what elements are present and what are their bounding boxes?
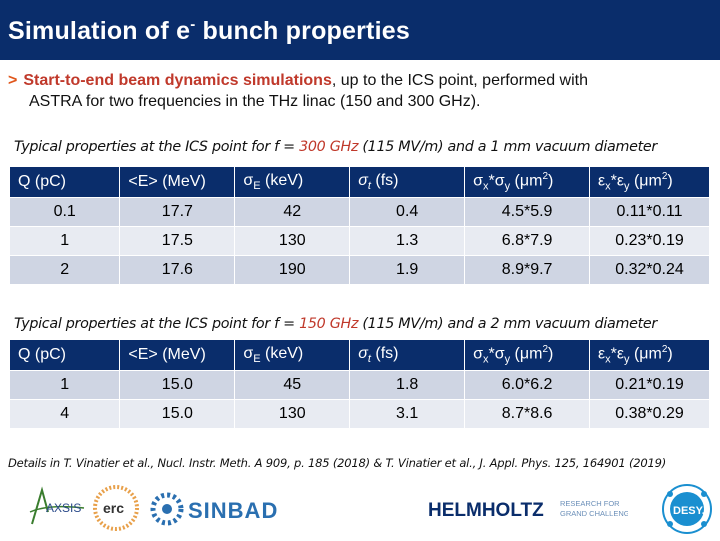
table-row: 1 17.5 130 1.3 6.8*7.9 0.23*0.19 <box>10 225 710 255</box>
intro-highlight: Start-to-end beam dynamics simulations <box>23 72 332 89</box>
table1-header-row: Q (pC) <E> (MeV) σE (keV) σt (fs) σx*σy … <box>10 167 710 197</box>
cell: 1 <box>10 369 121 399</box>
table2-caption: Typical properties at the ICS point for … <box>14 316 657 332</box>
table-row: 2 17.6 190 1.9 8.9*9.7 0.32*0.24 <box>10 254 710 284</box>
cell: 17.7 <box>119 196 236 226</box>
cell: 45 <box>234 369 351 399</box>
cell: 0.21*0.19 <box>589 369 710 399</box>
cell: 1.8 <box>349 369 466 399</box>
cell: 4.5*5.9 <box>464 196 591 226</box>
table-row: 0.1 17.7 42 0.4 4.5*5.9 0.11*0.11 <box>10 196 710 226</box>
sinbad-logo: SINBAD <box>150 492 300 526</box>
cell: 42 <box>234 196 351 226</box>
col-header: <E> (MeV) <box>119 167 236 197</box>
helmholtz-logo: HELMHOLTZ RESEARCH FOR GRAND CHALLENGES <box>428 496 640 526</box>
cell: 0.11*0.11 <box>589 196 710 226</box>
table1-caption: Typical properties at the ICS point for … <box>14 139 657 155</box>
intro-line2: ASTRA for two frequencies in the THz lin… <box>29 93 481 110</box>
col-header: σx*σy (μm2) <box>464 167 591 197</box>
cell: 130 <box>234 225 351 255</box>
svg-text:erc: erc <box>103 500 124 516</box>
bullet-icon: > <box>8 72 18 89</box>
cell: 15.0 <box>119 398 236 428</box>
cell: 0.4 <box>349 196 466 226</box>
cell: 17.6 <box>119 254 236 284</box>
cell: 1.3 <box>349 225 466 255</box>
cell: 8.9*9.7 <box>464 254 591 284</box>
col-header: σE (keV) <box>234 167 351 197</box>
cell: 0.32*0.24 <box>589 254 710 284</box>
table1: Q (pC) <E> (MeV) σE (keV) σt (fs) σx*σy … <box>10 167 710 284</box>
cell: 0.38*0.29 <box>589 398 710 428</box>
col-header: σt (fs) <box>349 340 466 370</box>
desy-logo: DESY. <box>660 482 714 536</box>
cell: 8.7*8.6 <box>464 398 591 428</box>
cell: 1.9 <box>349 254 466 284</box>
col-header: σx*σy (μm2) <box>464 340 591 370</box>
cell: 17.5 <box>119 225 236 255</box>
cell: 3.1 <box>349 398 466 428</box>
intro-line1: , up to the ICS point, performed with <box>331 72 588 89</box>
table-row: 1 15.0 45 1.8 6.0*6.2 0.21*0.19 <box>10 369 710 399</box>
col-header: Q (pC) <box>10 167 121 197</box>
col-header: Q (pC) <box>10 340 121 370</box>
cell: 0.23*0.19 <box>589 225 710 255</box>
svg-text:AXSIS: AXSIS <box>46 501 81 515</box>
col-header: <E> (MeV) <box>119 340 236 370</box>
svg-text:HELMHOLTZ: HELMHOLTZ <box>428 500 544 521</box>
svg-text:RESEARCH FOR: RESEARCH FOR <box>560 499 620 508</box>
col-header: εx*εy (μm2) <box>589 340 710 370</box>
page-title: Simulation of e- bunch properties <box>8 16 410 45</box>
col-header: σt (fs) <box>349 167 466 197</box>
svg-text:SINBAD: SINBAD <box>188 498 278 523</box>
table-row: 4 15.0 130 3.1 8.7*8.6 0.38*0.29 <box>10 398 710 428</box>
table2-header-row: Q (pC) <E> (MeV) σE (keV) σt (fs) σx*σy … <box>10 340 710 370</box>
cell: 0.1 <box>10 196 121 226</box>
title-bar: Simulation of e- bunch properties <box>0 0 720 60</box>
col-header: σE (keV) <box>234 340 351 370</box>
erc-logo: erc <box>92 484 140 532</box>
table2: Q (pC) <E> (MeV) σE (keV) σt (fs) σx*σy … <box>10 340 710 428</box>
svg-text:DESY.: DESY. <box>673 505 705 517</box>
cell: 130 <box>234 398 351 428</box>
cell: 6.0*6.2 <box>464 369 591 399</box>
cell: 1 <box>10 225 121 255</box>
intro-paragraph: > Start-to-end beam dynamics simulations,… <box>8 70 712 112</box>
col-header: εx*εy (μm2) <box>589 167 710 197</box>
cell: 4 <box>10 398 121 428</box>
logo-bar: AXSIS erc SINBAD HELMHOLTZ RESEARCH FOR … <box>0 478 720 540</box>
footnote: Details in T. Vinatier et al., Nucl. Ins… <box>8 456 666 470</box>
cell: 190 <box>234 254 351 284</box>
svg-text:GRAND CHALLENGES: GRAND CHALLENGES <box>560 509 628 518</box>
cell: 2 <box>10 254 121 284</box>
cell: 6.8*7.9 <box>464 225 591 255</box>
axsis-logo: AXSIS <box>28 484 88 528</box>
cell: 15.0 <box>119 369 236 399</box>
